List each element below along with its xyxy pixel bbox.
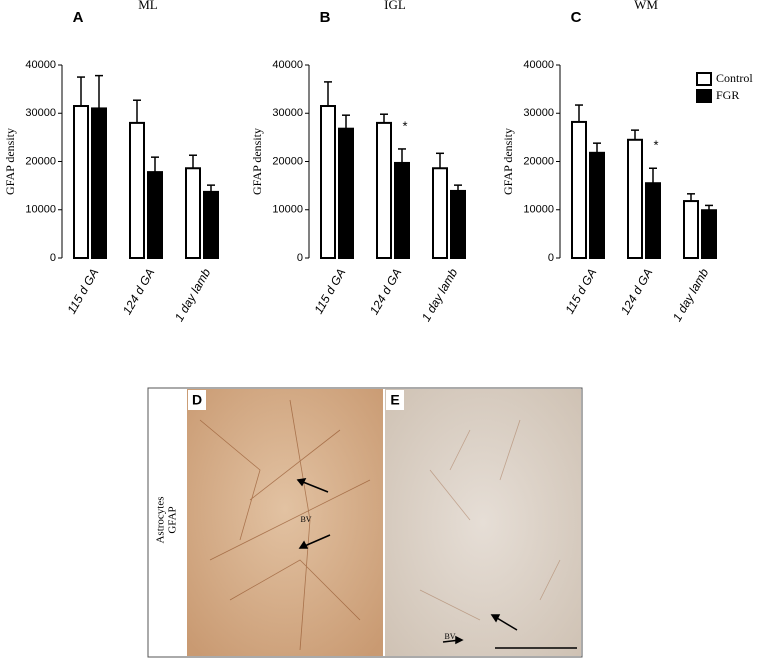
bar	[450, 189, 466, 259]
x-tick-label: 124 d GA	[120, 266, 157, 317]
y-tick-label: 30000	[272, 107, 303, 119]
bar	[320, 105, 336, 259]
texture	[199, 399, 561, 651]
chart-title: ML	[138, 0, 158, 12]
y-axis-label: GFAP density	[250, 128, 264, 195]
legend-label: FGR	[716, 88, 739, 102]
x-tick-label: 1 day lamb	[670, 266, 712, 324]
y-tick-label: 10000	[523, 204, 554, 216]
y-tick-label: 20000	[272, 155, 303, 167]
bar	[338, 127, 354, 259]
y-tick-label: 40000	[25, 59, 56, 71]
bar	[645, 182, 661, 259]
label-bg	[386, 390, 404, 410]
y-tick-label: 20000	[523, 155, 554, 167]
micrograph-e	[385, 389, 581, 656]
panel-letter: A	[73, 9, 84, 26]
arrows	[296, 478, 577, 649]
image-y-label: Astrocytes	[155, 496, 167, 543]
y-tick-label: 0	[50, 252, 56, 264]
y-tick-label: 40000	[272, 59, 303, 71]
y-tick-label: 30000	[25, 107, 56, 119]
bar	[394, 161, 410, 259]
bar	[185, 167, 201, 260]
bar	[432, 167, 448, 260]
x-tick-label: 115 d GA	[562, 266, 599, 316]
bar	[91, 107, 107, 259]
legend-label: Control	[716, 71, 753, 85]
y-axis-label: GFAP density	[501, 128, 515, 195]
chart-title: WM	[634, 0, 658, 12]
significance-marker: *	[402, 118, 407, 133]
bar	[683, 200, 699, 260]
significance-marker: *	[653, 138, 658, 153]
legend-swatch	[696, 89, 712, 103]
y-tick-label: 20000	[25, 155, 56, 167]
x-tick-label: 115 d GA	[311, 266, 348, 316]
x-tick-label: 124 d GA	[367, 266, 404, 317]
y-tick-label: 0	[297, 252, 303, 264]
x-tick-label: 1 day lamb	[419, 266, 461, 324]
y-tick-label: 10000	[272, 204, 303, 216]
y-tick-label: 30000	[523, 107, 554, 119]
panel-label: E	[390, 392, 399, 408]
legend-swatch	[696, 72, 712, 86]
bar	[701, 209, 717, 259]
image-annotation: BV	[444, 632, 455, 641]
bar	[589, 151, 605, 259]
x-tick-label: 115 d GA	[64, 266, 101, 316]
y-tick-label: 0	[548, 252, 554, 264]
bar	[147, 171, 163, 260]
bar	[73, 105, 89, 259]
bar	[571, 120, 587, 259]
bar	[376, 121, 392, 260]
chart-title: IGL	[384, 0, 406, 12]
label-bg	[188, 390, 206, 410]
x-tick-label: 124 d GA	[618, 266, 655, 317]
bar	[627, 138, 643, 260]
bar	[129, 121, 145, 260]
image-annotation: BV	[300, 515, 311, 524]
y-axis-label: GFAP density	[3, 128, 17, 195]
y-tick-label: 40000	[523, 59, 554, 71]
panel-letter: C	[571, 9, 582, 26]
panel-letter: B	[320, 9, 331, 26]
x-tick-label: 1 day lamb	[172, 266, 214, 324]
image-y-label: GFAP	[167, 506, 179, 533]
y-tick-label: 10000	[25, 204, 56, 216]
micrograph-panel: D E Astrocytes GFAP BV BV	[147, 387, 583, 658]
panel-label: D	[192, 392, 202, 408]
bar	[203, 190, 219, 260]
